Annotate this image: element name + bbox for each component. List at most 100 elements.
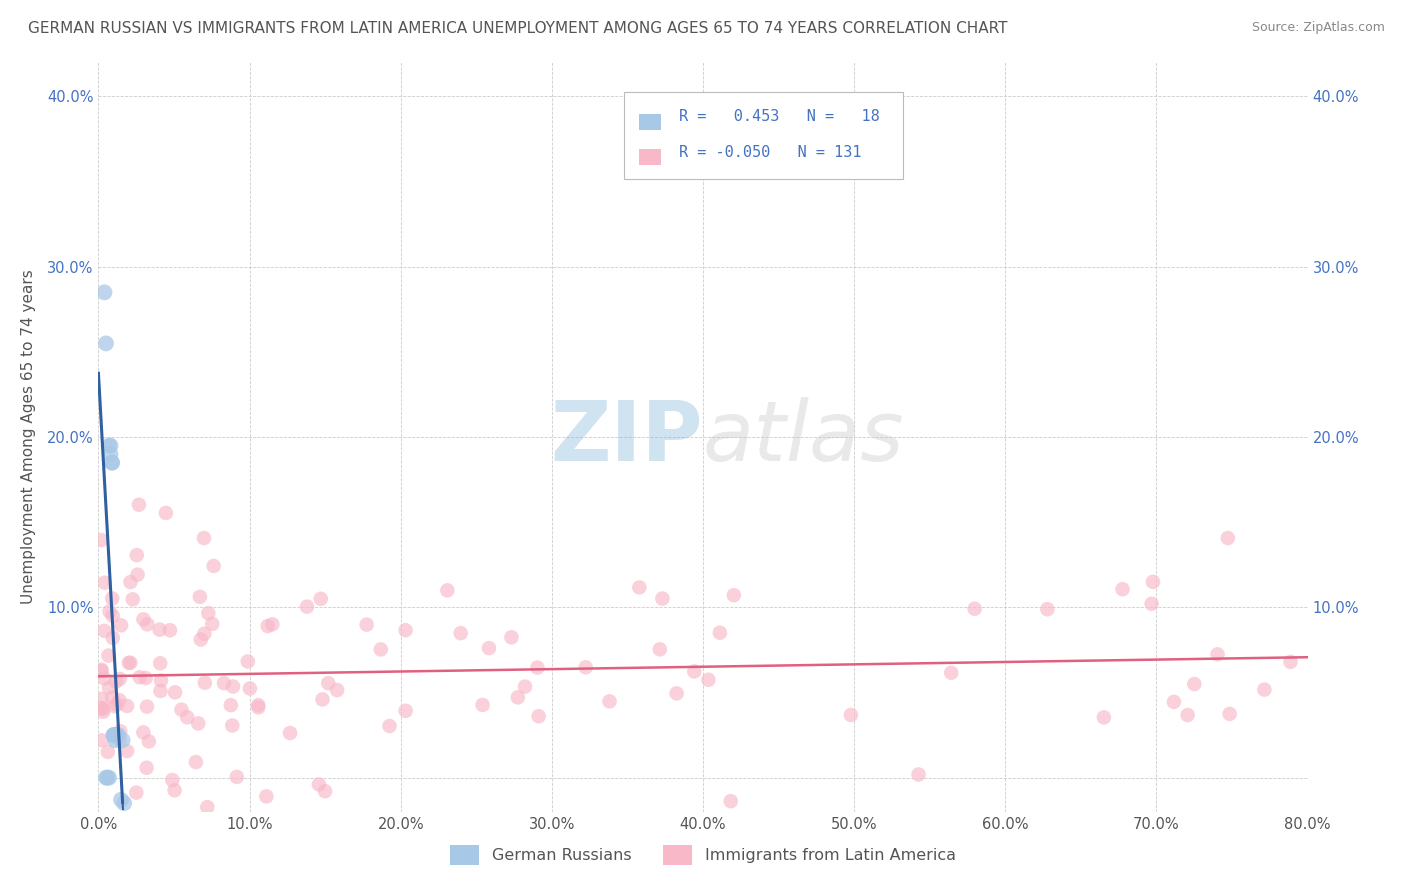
Point	[93, 672, 115, 686]
Point	[115, 744, 138, 758]
Point	[149, 657, 172, 671]
Point	[93, 702, 115, 716]
Point	[212, 676, 235, 690]
Point	[125, 548, 148, 562]
Point	[1142, 574, 1164, 589]
FancyBboxPatch shape	[638, 149, 661, 165]
Point	[93, 624, 115, 638]
Text: atlas: atlas	[703, 397, 904, 477]
Point	[256, 619, 278, 633]
Point	[108, 732, 131, 747]
Point	[194, 675, 217, 690]
Point	[378, 719, 401, 733]
Point	[190, 632, 212, 647]
Point	[188, 590, 211, 604]
Point	[97, 681, 120, 695]
Point	[526, 660, 548, 674]
Point	[101, 591, 124, 606]
Point	[225, 770, 247, 784]
Point	[195, 800, 218, 814]
Point	[138, 734, 160, 748]
Point	[295, 599, 318, 614]
Point	[239, 681, 262, 696]
Point	[101, 608, 124, 623]
Point	[93, 575, 115, 590]
Point	[90, 733, 112, 747]
Text: ZIP: ZIP	[551, 397, 703, 477]
Point	[963, 601, 986, 615]
Point	[907, 767, 929, 781]
Point	[478, 641, 501, 656]
Point	[90, 533, 112, 547]
Point	[599, 694, 621, 708]
Point	[527, 709, 550, 723]
Point	[506, 690, 529, 705]
Point	[155, 506, 177, 520]
Point	[110, 618, 132, 632]
Point	[278, 726, 301, 740]
Point	[90, 663, 112, 677]
Point	[247, 698, 270, 712]
Point	[201, 616, 224, 631]
Point	[1219, 706, 1241, 721]
Point	[105, 728, 128, 742]
Text: R =   0.453   N =   18: R = 0.453 N = 18	[679, 109, 880, 124]
Point	[471, 698, 494, 712]
Point	[110, 793, 132, 807]
Point	[120, 656, 142, 670]
Point	[262, 617, 284, 632]
Point	[98, 771, 121, 785]
Point	[628, 581, 651, 595]
Point	[104, 728, 127, 742]
Point	[1092, 710, 1115, 724]
Point	[128, 670, 150, 684]
Point	[103, 728, 125, 742]
Point	[683, 665, 706, 679]
Text: R = -0.050   N = 131: R = -0.050 N = 131	[679, 145, 862, 160]
Point	[110, 724, 132, 739]
Point	[135, 671, 157, 685]
Point	[202, 558, 225, 573]
Point	[176, 710, 198, 724]
Point	[450, 626, 472, 640]
Point	[1216, 531, 1239, 545]
Point	[108, 672, 131, 686]
Point	[723, 588, 745, 602]
Point	[149, 684, 172, 698]
Point	[709, 625, 731, 640]
Point	[648, 642, 671, 657]
Point	[103, 728, 125, 742]
Point	[170, 703, 193, 717]
Point	[90, 691, 112, 706]
Point	[395, 704, 418, 718]
Point	[90, 664, 112, 678]
Point	[100, 447, 122, 461]
Legend: German Russians, Immigrants from Latin America: German Russians, Immigrants from Latin A…	[444, 838, 962, 871]
Point	[121, 592, 143, 607]
Point	[97, 648, 120, 663]
Point	[941, 665, 963, 680]
Point	[101, 456, 124, 470]
Point	[356, 617, 378, 632]
Point	[1163, 695, 1185, 709]
Point	[104, 733, 127, 747]
Point	[254, 789, 277, 804]
Point	[1253, 682, 1275, 697]
Point	[501, 630, 523, 644]
Point	[125, 786, 148, 800]
Point	[720, 794, 742, 808]
Point	[94, 336, 117, 351]
Point	[247, 700, 270, 714]
Point	[193, 531, 215, 545]
Point	[165, 685, 187, 699]
Point	[308, 777, 330, 791]
Point	[101, 456, 124, 470]
Point	[1182, 677, 1205, 691]
Point	[162, 772, 184, 787]
Point	[100, 439, 122, 453]
Point	[149, 623, 172, 637]
Point	[105, 698, 128, 712]
Point	[108, 693, 131, 707]
Point	[163, 783, 186, 797]
Point	[575, 660, 598, 674]
